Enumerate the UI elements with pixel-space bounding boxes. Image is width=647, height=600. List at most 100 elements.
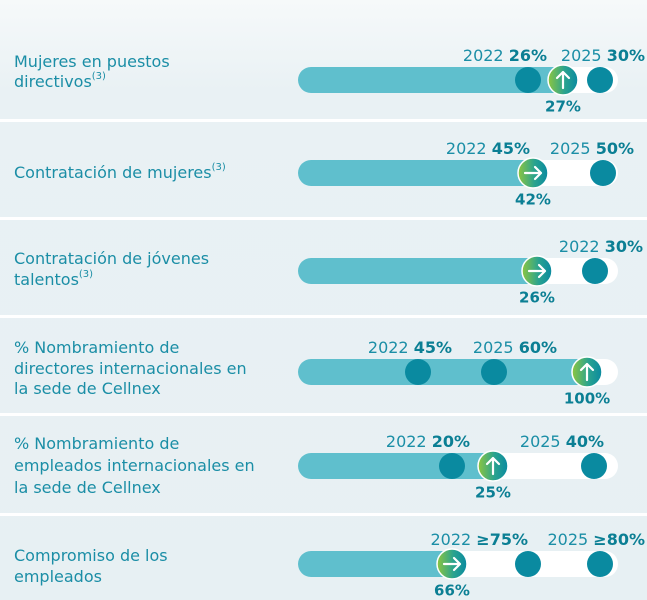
row: Compromiso de los empleados 2022 ≥75% 2025 … [14,530,645,600]
target-marker [587,551,613,577]
current-label: 100% [564,390,610,408]
current-label: 25% [475,484,511,502]
row-label: Mujeres en puestos [14,52,170,71]
target-marker [582,258,608,284]
target-value: ≥75% [476,530,528,549]
target-year: 2022 [430,530,471,549]
row-label-line: Contratación de mujeres [14,163,212,182]
target-label: 2025 ≥80% [547,530,645,549]
row-label-line: directivos [14,72,92,91]
footnote-ref: (3) [212,162,226,173]
separator [0,119,647,122]
target-year: 2025 [473,338,514,357]
row-label-line: empleados [14,567,102,586]
row-label: empleados [14,567,102,586]
row-label: talentos(3) [14,269,93,289]
footnote-ref: (3) [92,71,106,82]
current-label: 26% [519,289,555,307]
progress-fill [298,258,551,284]
target-value: 45% [492,139,530,158]
row-label-line: % Nombramiento de [14,338,179,357]
row-label: directivos(3) [14,71,106,91]
target-value: 20% [432,432,470,451]
target-value: 30% [605,237,643,256]
row-label-line: talentos [14,270,79,289]
target-value: 60% [519,338,557,357]
progress-fill [298,453,507,479]
row-label: Contratación de mujeres(3) [14,162,226,182]
target-marker [515,67,541,93]
row-label-line: la sede de Cellnex [14,478,161,497]
row-label-line: % Nombramiento de [14,434,179,453]
target-marker [515,551,541,577]
arrow-icon [579,362,595,382]
row-label-line: Mujeres en puestos [14,52,170,71]
target-marker [587,67,613,93]
target-marker [405,359,431,385]
row-label-line: empleados internacionales en [14,456,255,475]
row-label: % Nombramiento de [14,338,179,357]
target-marker [439,453,465,479]
arrow-icon [523,165,543,181]
target-label: 2022 30% [559,237,643,256]
target-label: 2025 40% [520,432,604,451]
progress-fill [298,67,577,93]
progress-fill [298,359,601,385]
target-label: 2022 20% [386,432,470,451]
target-label: 2025 30% [561,46,645,65]
row-label: Contratación de jóvenes [14,249,209,268]
target-label: 2022 ≥75% [430,530,528,549]
target-marker [590,160,616,186]
target-label: 2022 45% [446,139,530,158]
row: % Nombramiento de empleados internacional… [14,432,618,502]
footnote-ref: (3) [79,269,93,280]
row-label: la sede de Cellnex [14,379,161,398]
target-value: ≥80% [593,530,645,549]
target-value: 40% [566,432,604,451]
row-label: % Nombramiento de [14,434,179,453]
target-year: 2025 [547,530,588,549]
current-label: 66% [434,582,470,600]
separator [0,217,647,220]
target-value: 50% [596,139,634,158]
row: Contratación de mujeres(3) 2022 45% 2025 5… [14,139,634,209]
separator [0,513,647,516]
arrow-icon [442,556,462,572]
target-value: 26% [509,46,547,65]
target-label: 2022 26% [463,46,547,65]
arrow-icon [555,70,571,90]
row-label-line: directores internacionales en [14,359,247,378]
target-label: 2022 45% [368,338,452,357]
row: % Nombramiento de directores internaciona… [14,338,618,408]
current-label: 27% [545,98,581,116]
target-label: 2025 60% [473,338,557,357]
row-label: la sede de Cellnex [14,478,161,497]
row-label: directores internacionales en [14,359,247,378]
target-year: 2022 [368,338,409,357]
target-year: 2022 [386,432,427,451]
row-label: Compromiso de los [14,546,168,565]
progress-fill [298,551,466,577]
target-value: 45% [414,338,452,357]
progress-fill [298,160,547,186]
arrow-icon [527,263,547,279]
target-year: 2022 [446,139,487,158]
arrow-icon [485,456,501,476]
row-label: empleados internacionales en [14,456,255,475]
target-year: 2022 [463,46,504,65]
target-year: 2022 [559,237,600,256]
row-label-line: la sede de Cellnex [14,379,161,398]
row-label-line: Contratación de jóvenes [14,249,209,268]
target-year: 2025 [550,139,591,158]
target-value: 30% [607,46,645,65]
row-label-line: Compromiso de los [14,546,168,565]
separator [0,413,647,416]
target-marker [581,453,607,479]
separator [0,315,647,318]
current-label: 42% [515,191,551,209]
target-year: 2025 [520,432,561,451]
